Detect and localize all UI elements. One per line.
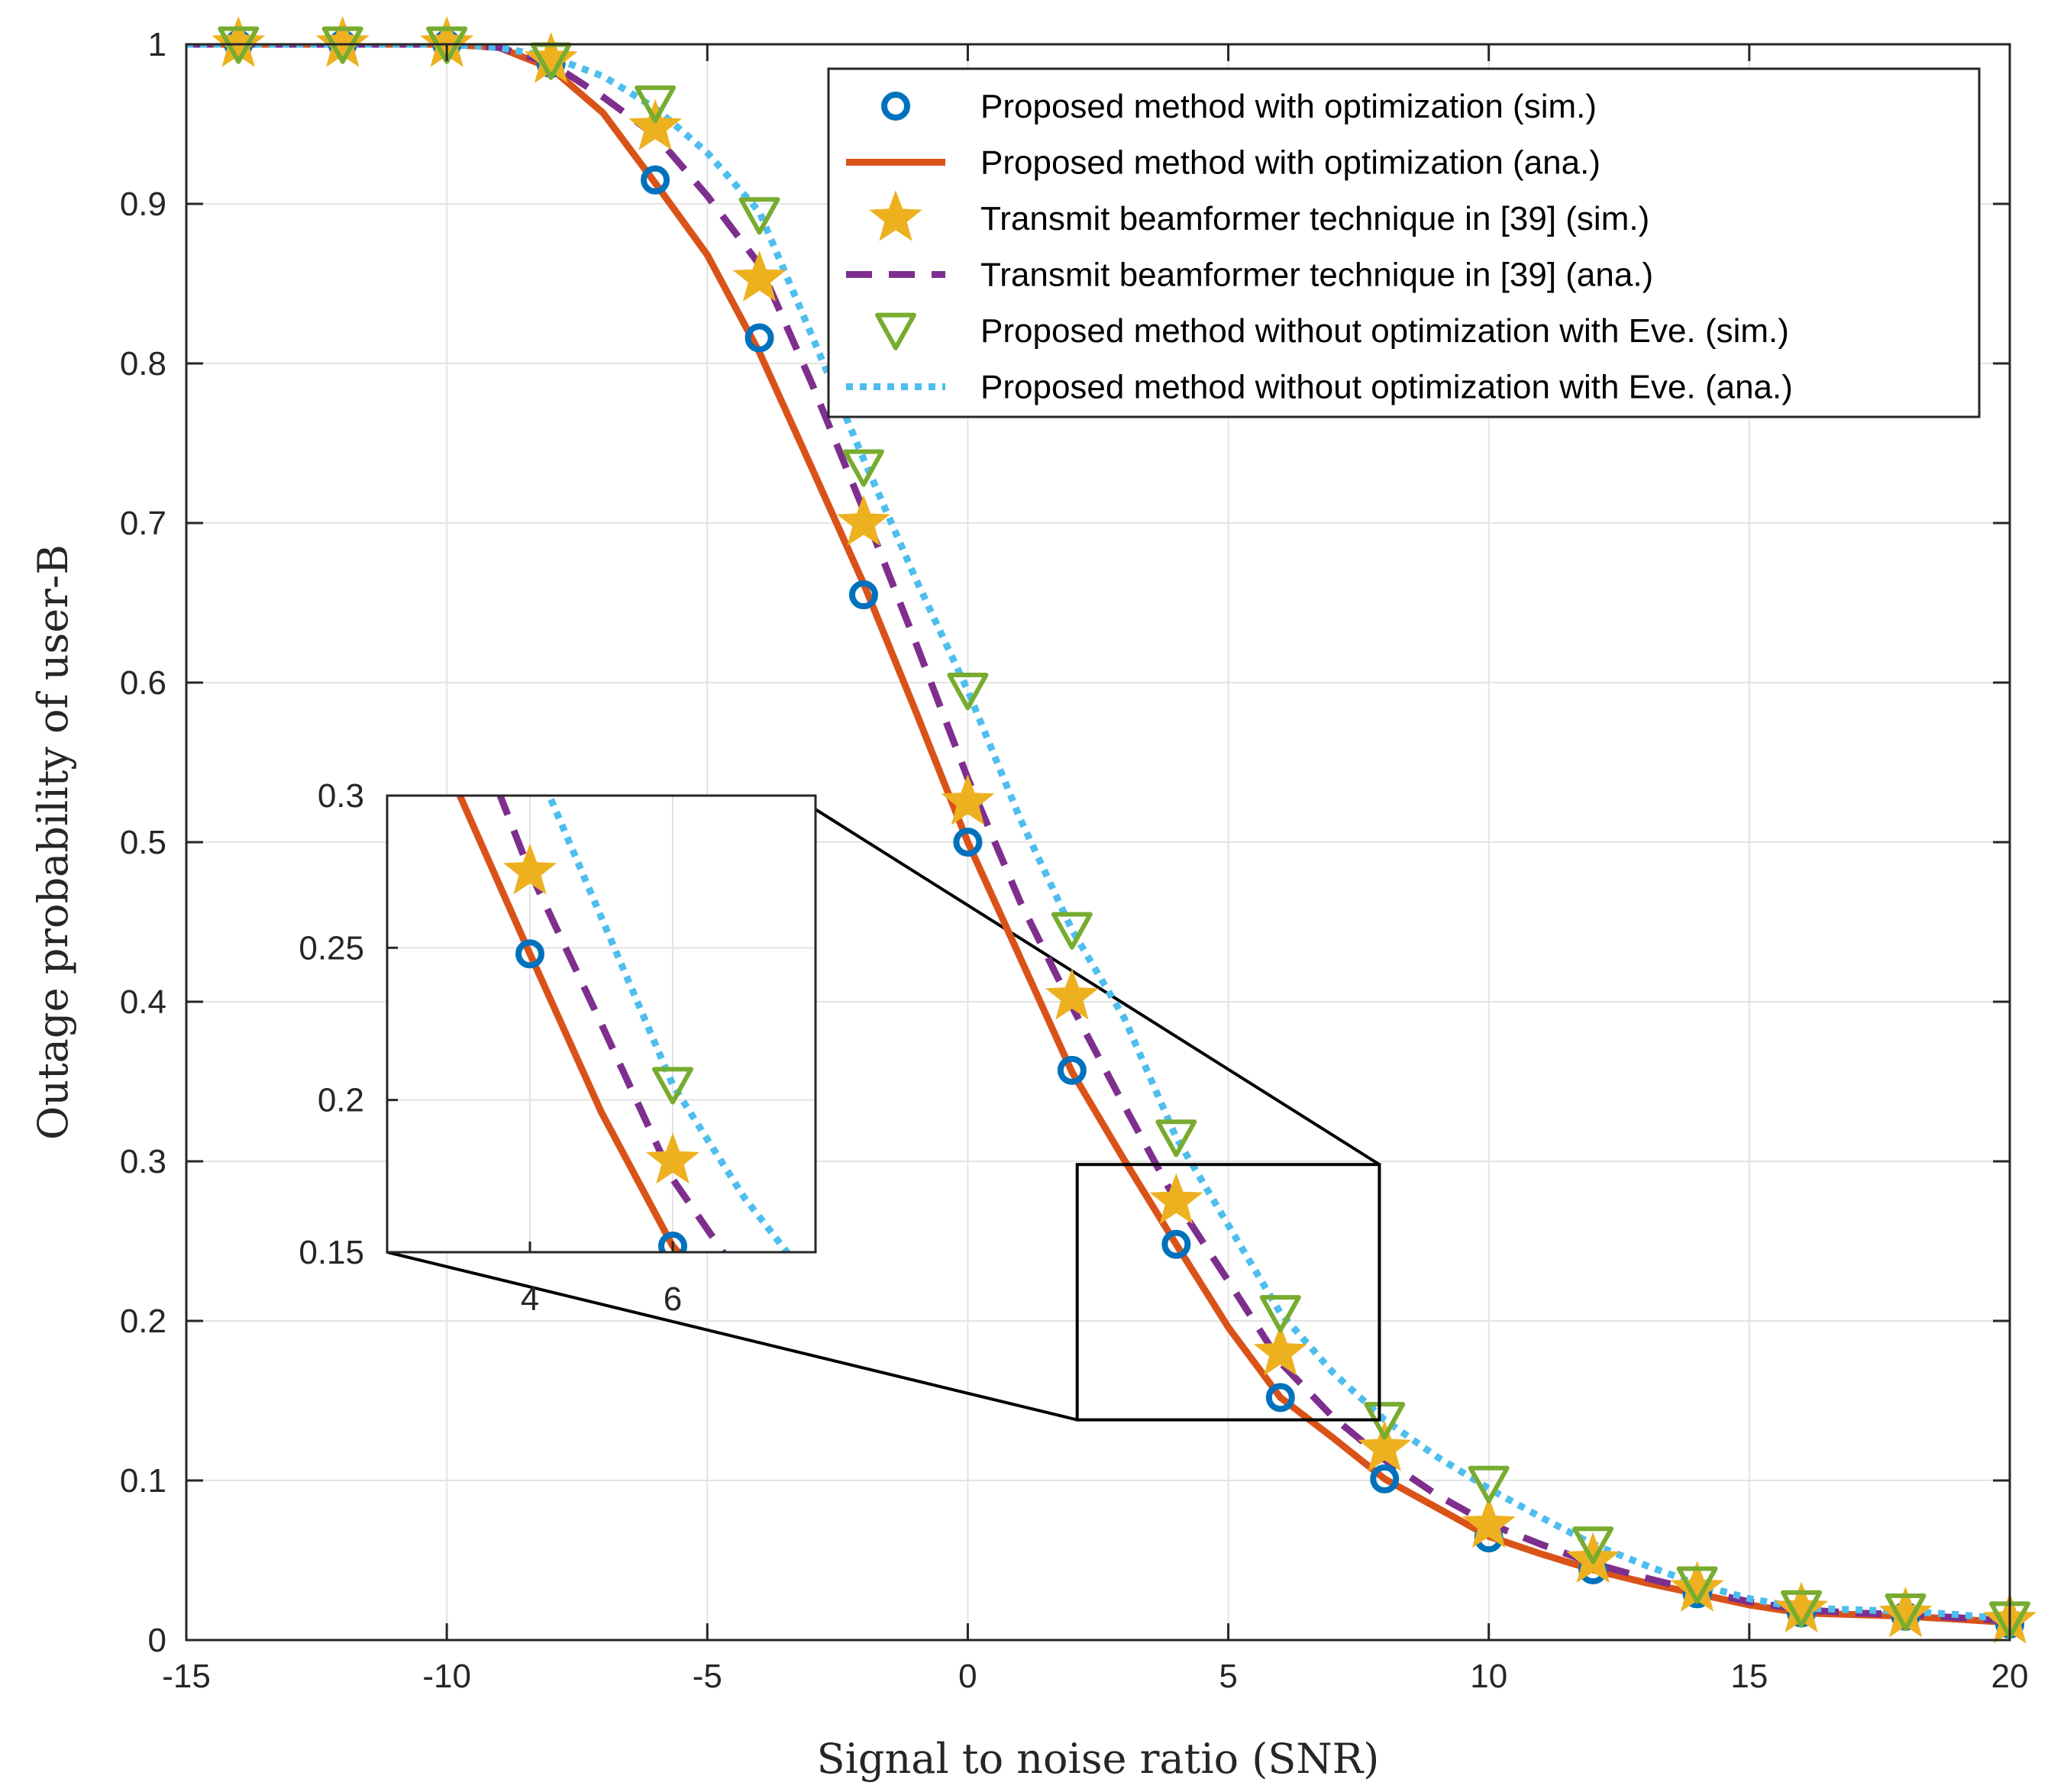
inset-plot: 4 6 0.15 0.2 0.25 0.3: [299, 777, 817, 1318]
marker-star: [1462, 1497, 1516, 1548]
marker-circle: [1370, 1464, 1400, 1493]
marker-triangle: [1885, 1593, 1927, 1632]
marker-triangle: [875, 312, 916, 350]
marker-circle: [744, 323, 774, 353]
marker-circle: [1057, 1055, 1087, 1085]
marker-star: [645, 1132, 700, 1184]
marker-circle: [953, 828, 983, 857]
x-tick-label: -10: [422, 1658, 471, 1695]
inset-y-tick-label: 0.15: [299, 1234, 364, 1271]
inset-y-tick-label: 0.2: [318, 1082, 364, 1119]
marker-triangle: [1468, 1465, 1510, 1503]
zoom-connector-lines: [386, 804, 1381, 1422]
marker-triangle: [635, 85, 677, 124]
marker-triangle: [1155, 1119, 1197, 1158]
marker-star: [941, 773, 995, 825]
marker-circle: [1161, 1229, 1191, 1259]
marker-star: [1358, 1420, 1412, 1472]
marker-triangle: [1051, 912, 1093, 950]
y-tick-label: 0: [148, 1622, 166, 1659]
legend-label: Proposed method with optimization (sim.): [980, 88, 1597, 125]
legend-label: Proposed method without optimization wit…: [980, 369, 1793, 406]
marker-star: [836, 495, 891, 546]
inset-y-tick-label: 0.25: [299, 929, 364, 967]
inset-x-tick-label: 6: [664, 1280, 682, 1318]
legend-entry: Transmit beamformer technique in [39] (a…: [846, 257, 1653, 294]
x-tick-label: 5: [1219, 1658, 1237, 1695]
marker-star: [212, 16, 266, 67]
x-tick-label: -15: [162, 1658, 211, 1695]
inset-y-tick-label: 0.3: [318, 777, 364, 815]
marker-circle: [641, 165, 670, 195]
y-tick-label: 0.4: [120, 983, 166, 1021]
marker-star: [1253, 1324, 1307, 1376]
inset-series-line: [456, 796, 683, 1252]
inset-ticks: 4 6 0.15 0.2 0.25 0.3: [299, 777, 682, 1318]
series-line: [186, 44, 2010, 1625]
marker-star: [1774, 1581, 1829, 1633]
legend-box: [827, 67, 1981, 418]
marker-triangle: [1676, 1566, 1718, 1604]
axis-ticks: -15 -10 -5 0 5 10 15 20 0 0.1 0.2 0.3 0.4 0.5 0.6 0.7 0.…: [120, 26, 2029, 1695]
inset-series-group: [456, 796, 792, 1252]
marker-star: [1045, 968, 1099, 1020]
y-tick-label: 0.8: [120, 345, 166, 383]
inset-x-tick-label: 4: [521, 1280, 539, 1318]
legend-entry: Proposed method without optimization wit…: [846, 369, 1793, 406]
marker-circle: [1265, 1383, 1295, 1413]
series-group: [186, 44, 2010, 1626]
y-tick-label: 0.9: [120, 186, 166, 223]
legend-entry: Proposed method without optimization wit…: [875, 312, 1789, 350]
x-tick-label: 10: [1470, 1658, 1507, 1695]
series-line: [186, 44, 2010, 1626]
marker-star: [502, 843, 557, 895]
y-axis-label: Outage probability of user-B: [29, 544, 77, 1140]
legend-label: Transmit beamformer technique in [39] (a…: [980, 257, 1653, 294]
y-tick-label: 0.1: [120, 1462, 166, 1500]
marker-circle: [848, 580, 878, 610]
marker-star: [1149, 1173, 1203, 1225]
x-tick-label: 0: [958, 1658, 977, 1695]
x-tick-label: -5: [693, 1658, 722, 1695]
legend-entry: Proposed method with optimization (ana.): [846, 144, 1600, 182]
marker-triangle: [842, 449, 884, 487]
inset-grid-lines: [387, 796, 816, 1252]
marker-circle: [515, 939, 544, 969]
legend-label: Proposed method without optimization wit…: [980, 312, 1789, 350]
marker-star: [524, 32, 578, 83]
marker-triangle: [1781, 1590, 1823, 1628]
series-line: [186, 44, 2010, 1623]
marker-star: [732, 250, 786, 302]
y-tick-label: 0.3: [120, 1143, 166, 1180]
inset-markers-group: [502, 843, 700, 1252]
marker-circle: [881, 92, 910, 121]
marker-triangle: [1259, 1295, 1301, 1333]
marker-star: [315, 16, 370, 67]
legend-label: Proposed method with optimization (ana.): [980, 144, 1600, 182]
legend: Proposed method with optimization (sim.)…: [827, 67, 1981, 418]
marker-star: [628, 98, 683, 150]
legend-label: Transmit beamformer technique in [39] (s…: [980, 200, 1649, 237]
x-axis-label: Signal to noise ratio (SNR): [817, 1735, 1380, 1783]
zoom-connector-top: [808, 804, 1381, 1166]
zoom-region-box: [1075, 1163, 1381, 1422]
marker-circle: [658, 1232, 687, 1252]
y-tick-label: 0.5: [120, 824, 166, 861]
marker-star: [868, 190, 923, 241]
marker-triangle: [652, 1067, 693, 1105]
legend-entry: Proposed method with optimization (sim.): [881, 88, 1597, 125]
marker-triangle: [738, 197, 780, 235]
legend-entry: Transmit beamformer technique in [39] (s…: [868, 190, 1649, 241]
y-tick-label: 0.6: [120, 664, 166, 702]
marker-triangle: [1572, 1526, 1614, 1564]
y-tick-label: 0.7: [120, 505, 166, 542]
marker-triangle: [947, 673, 989, 711]
x-tick-label: 15: [1730, 1658, 1768, 1695]
y-tick-label: 1: [148, 26, 166, 63]
y-tick-label: 0.2: [120, 1303, 166, 1340]
inset-axes-box: [386, 794, 817, 1254]
x-tick-label: 20: [1991, 1658, 2029, 1695]
zoom-connector-bottom: [386, 1251, 1078, 1422]
